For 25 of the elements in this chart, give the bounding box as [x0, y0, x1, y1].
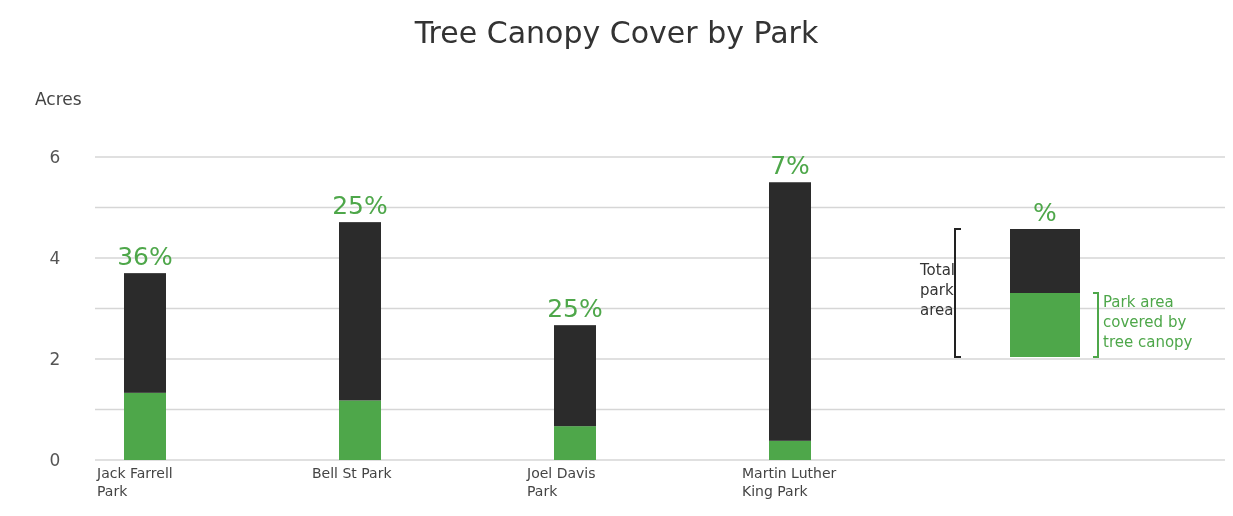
bar: [769, 440, 811, 460]
bar: [554, 426, 596, 460]
y-tick-label: 6: [49, 146, 61, 167]
text: %: [1033, 198, 1057, 227]
annotation: 36%: [117, 242, 173, 272]
bar: [339, 400, 381, 460]
x-tick-label: Bell St Park: [312, 465, 393, 481]
bar: [339, 222, 381, 401]
text: Total park area: [919, 261, 956, 319]
bar: [554, 325, 596, 427]
bar: [769, 182, 811, 441]
y-tick-label: 4: [49, 247, 61, 268]
y-axis-title: Acres: [35, 89, 82, 109]
x-tick-label: Joel Davis Park: [526, 465, 596, 499]
y-tick-label: 0: [49, 449, 61, 470]
annotation: 7%: [770, 151, 810, 181]
x-tick-label: Martin Luther King Park: [742, 465, 837, 499]
annotation: 25%: [332, 191, 388, 221]
chart-title: Tree Canopy Cover by Park: [413, 15, 819, 50]
bar: [124, 273, 166, 393]
bar: [124, 392, 166, 460]
annotation: 25%: [547, 294, 603, 324]
x-tick-label: Jack Farrell Park: [96, 465, 173, 499]
text: Park area covered by tree canopy: [1103, 293, 1193, 351]
y-tick-label: 2: [49, 348, 61, 369]
